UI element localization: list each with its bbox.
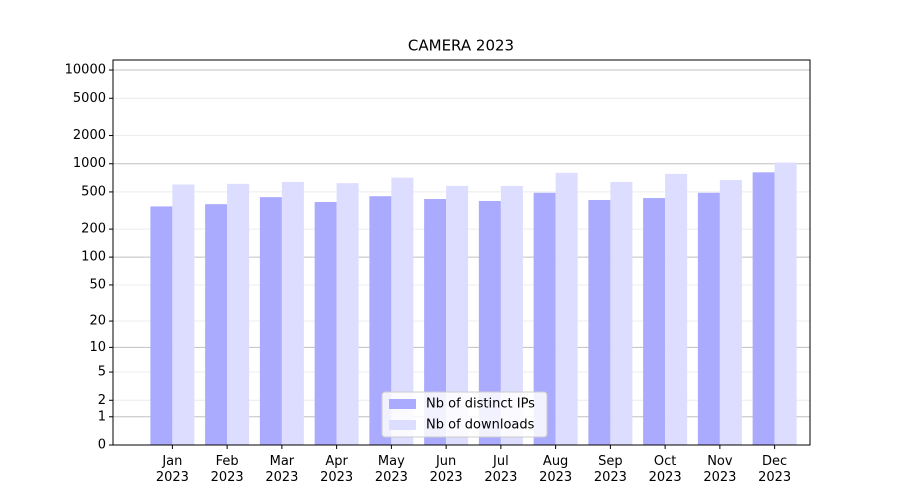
y-tick-label: 10	[89, 340, 106, 355]
legend-swatch	[389, 399, 416, 409]
x-tick-label: Jul 2023	[484, 454, 517, 485]
bar	[555, 172, 578, 446]
x-tick-label: Dec 2023	[758, 454, 791, 485]
x-tick-label: Oct 2023	[649, 454, 682, 485]
legend-label: Nb of downloads	[426, 418, 535, 433]
bar	[610, 181, 633, 445]
bar	[205, 204, 228, 445]
bar	[172, 184, 195, 445]
x-tick-label: Sep 2023	[594, 454, 627, 485]
bar	[643, 198, 666, 445]
chart-title: CAMERA 2023	[408, 37, 514, 55]
y-tick-label: 1000	[73, 156, 106, 171]
y-tick-label: 5	[98, 365, 106, 380]
bar	[500, 185, 523, 446]
bar	[369, 196, 392, 445]
x-tick-label: Aug 2023	[539, 454, 572, 485]
x-tick-label: Jan 2023	[156, 454, 189, 485]
bar	[478, 200, 501, 445]
x-tick-label: Nov 2023	[703, 454, 736, 485]
x-tick-label: Apr 2023	[320, 454, 353, 485]
x-tick-label: Jun 2023	[430, 454, 463, 485]
bar	[665, 173, 688, 445]
bar	[314, 202, 337, 445]
bar	[719, 180, 742, 445]
x-tick-label: Feb 2023	[211, 454, 244, 485]
legend-swatch	[389, 420, 416, 430]
bar	[227, 183, 250, 445]
bar	[336, 183, 359, 446]
legend-label: Nb of distinct IPs	[426, 397, 535, 412]
y-tick-label: 2000	[73, 128, 106, 143]
x-tick-label: May 2023	[375, 454, 408, 485]
bar	[150, 206, 173, 445]
bar	[588, 199, 611, 445]
y-tick-label: 0	[98, 438, 106, 453]
y-tick-label: 20	[89, 314, 106, 329]
x-tick-label: Mar 2023	[265, 454, 298, 485]
y-tick-label: 1	[98, 409, 106, 424]
legend-box	[381, 391, 548, 438]
y-tick-label: 500	[81, 184, 106, 199]
bar	[259, 197, 282, 445]
y-tick-label: 50	[89, 277, 106, 292]
y-tick-label: 2	[98, 393, 106, 408]
y-tick-label: 200	[81, 222, 106, 237]
bar	[752, 172, 775, 445]
bar	[446, 185, 469, 446]
bar	[391, 177, 414, 445]
bar	[533, 192, 556, 445]
plot-frame	[112, 59, 811, 446]
y-tick-label: 10000	[65, 63, 106, 78]
bar	[774, 162, 797, 446]
bar	[281, 181, 304, 445]
y-tick-label: 5000	[73, 91, 106, 106]
bar	[697, 192, 720, 445]
bar	[424, 199, 447, 445]
y-tick-label: 100	[81, 250, 106, 265]
